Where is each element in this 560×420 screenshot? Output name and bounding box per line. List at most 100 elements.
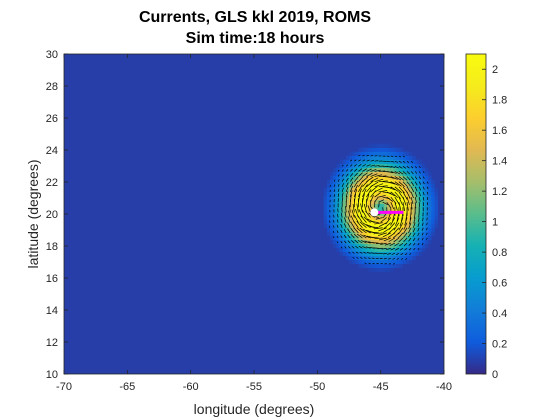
current-vector <box>410 191 414 199</box>
current-vector <box>378 185 388 188</box>
current-vector <box>390 165 396 169</box>
speed-cell <box>387 259 391 264</box>
speed-cell <box>390 191 394 196</box>
current-vector <box>353 233 359 239</box>
speed-cell <box>330 235 334 240</box>
current-vector <box>356 203 359 213</box>
current-vector <box>370 195 374 203</box>
speed-cell <box>330 195 334 200</box>
speed-cell <box>364 247 369 252</box>
current-vector <box>347 240 351 244</box>
current-vector <box>393 237 400 243</box>
speed-cell <box>425 223 429 228</box>
speed-cell <box>330 203 334 208</box>
current-vector <box>406 186 411 193</box>
current-vector <box>386 165 392 168</box>
speed-cell <box>406 251 410 256</box>
current-vector <box>345 182 349 187</box>
current-vector <box>418 191 421 197</box>
speed-cell <box>428 183 432 188</box>
current-vector <box>373 232 383 235</box>
speed-cell <box>383 163 388 168</box>
speed-cell <box>361 159 366 164</box>
speed-cell <box>326 187 331 192</box>
speed-cell <box>333 191 337 196</box>
current-vector <box>354 214 359 223</box>
speed-cell <box>387 183 391 188</box>
speed-cell <box>345 251 350 256</box>
speed-cell <box>352 227 356 232</box>
speed-cell <box>371 251 375 256</box>
speed-cell <box>361 259 366 264</box>
current-vector <box>404 247 408 251</box>
speed-cell <box>418 235 423 240</box>
speed-cell <box>387 171 391 176</box>
speed-cell <box>428 223 432 228</box>
speed-cell <box>339 203 344 208</box>
current-vector <box>410 166 414 169</box>
speed-cell <box>425 215 429 220</box>
speed-cell <box>355 251 359 256</box>
speed-cell <box>393 251 397 256</box>
speed-cell <box>406 239 410 244</box>
current-vector <box>406 191 411 199</box>
speed-cell <box>396 239 401 244</box>
current-vector <box>357 239 363 244</box>
speed-cell <box>355 243 359 248</box>
speed-cell <box>326 231 331 236</box>
speed-cell <box>434 211 439 216</box>
current-vector <box>394 202 398 211</box>
speed-cell <box>364 251 369 256</box>
speed-cell <box>339 183 344 188</box>
speed-cell <box>374 147 378 152</box>
current-vector <box>343 234 347 239</box>
speed-cell <box>393 247 397 252</box>
speed-cell <box>355 199 359 204</box>
current-vector <box>345 191 348 198</box>
current-vector <box>403 222 408 230</box>
speed-cell <box>374 179 378 184</box>
y-tick-label: 18 <box>46 241 58 253</box>
current-vector <box>369 231 379 234</box>
speed-cell <box>402 171 407 176</box>
speed-cell <box>393 147 397 152</box>
speed-cell <box>358 207 363 212</box>
speed-cell <box>345 175 350 180</box>
current-vector <box>351 240 355 244</box>
speed-cell <box>352 167 356 172</box>
speed-cell <box>387 219 391 224</box>
current-vector <box>410 171 414 175</box>
speed-cell <box>387 235 391 240</box>
speed-cell <box>326 195 331 200</box>
speed-cell <box>383 191 388 196</box>
speed-cell <box>406 163 410 168</box>
speed-cell <box>358 147 363 152</box>
current-vector <box>417 237 420 241</box>
speed-cell <box>371 179 375 184</box>
current-vector <box>349 185 354 193</box>
speed-cell <box>396 171 401 176</box>
current-vector <box>394 155 398 158</box>
speed-cell <box>374 215 378 220</box>
speed-cell <box>336 223 340 228</box>
current-vector <box>351 209 355 218</box>
speed-cell <box>368 267 372 272</box>
speed-cell <box>355 231 359 236</box>
speed-cell <box>323 215 328 220</box>
speed-cell <box>421 235 426 240</box>
current-vector <box>360 257 363 259</box>
speed-cell <box>345 239 350 244</box>
current-vector <box>413 248 416 251</box>
speed-cell <box>352 159 356 164</box>
speed-cell <box>368 163 372 168</box>
speed-cell <box>390 195 394 200</box>
current-vector <box>386 186 396 191</box>
speed-cell <box>374 227 378 232</box>
current-vector <box>388 222 396 230</box>
current-vector <box>349 177 354 182</box>
speed-cell <box>339 159 344 164</box>
speed-cell <box>383 227 388 232</box>
speed-cell <box>358 159 363 164</box>
current-vector <box>366 159 370 162</box>
current-vector <box>405 258 408 260</box>
